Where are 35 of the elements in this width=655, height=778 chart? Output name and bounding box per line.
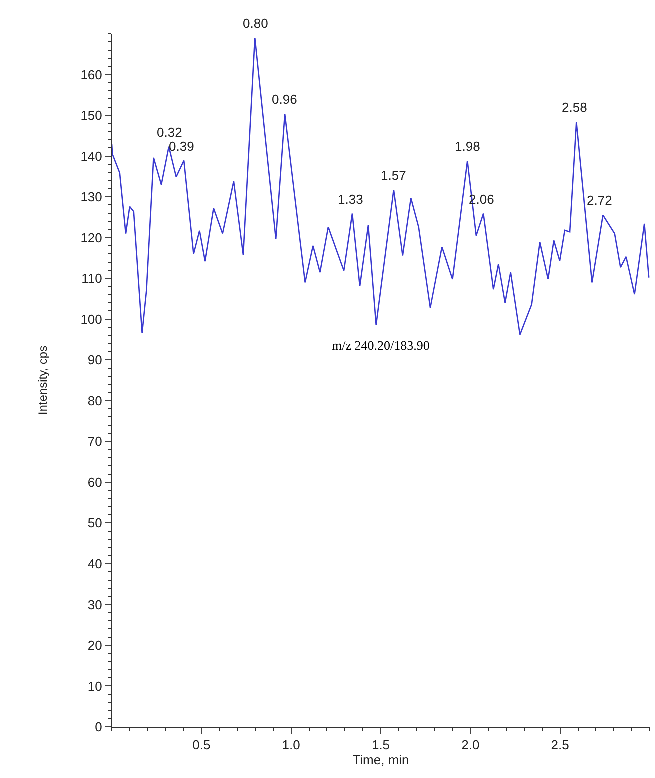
x-tick-label: 1.0 bbox=[282, 738, 300, 753]
y-tick-label: 50 bbox=[88, 516, 102, 531]
y-axis-title: Intensity, cps bbox=[36, 346, 50, 416]
y-tick-label: 30 bbox=[88, 597, 102, 612]
y-tick-label: 120 bbox=[80, 230, 102, 246]
line-series bbox=[112, 37, 650, 336]
annotation: m/z 240.20/183.90 bbox=[332, 338, 430, 353]
annotation: 0.39 bbox=[169, 139, 194, 154]
y-tick-label: 40 bbox=[88, 556, 102, 572]
y-tick-label: 100 bbox=[80, 312, 102, 327]
annotation: 1.33 bbox=[338, 192, 364, 207]
y-tick-label: 0 bbox=[95, 720, 102, 735]
y-tick-label: 110 bbox=[82, 271, 102, 286]
annotation: 0.80 bbox=[243, 16, 268, 31]
y-tick-label: 70 bbox=[88, 434, 102, 450]
annotation: 2.58 bbox=[562, 100, 588, 115]
y-tick-label: 130 bbox=[80, 190, 102, 205]
y-tick-label: 80 bbox=[88, 393, 102, 408]
annotation: 1.57 bbox=[381, 168, 406, 183]
y-tick-label: 10 bbox=[88, 678, 102, 694]
annotation: 1.98 bbox=[455, 139, 480, 154]
x-tick-label: 1.5 bbox=[372, 738, 390, 753]
y-tick-label: 140 bbox=[80, 148, 102, 164]
y-tick-label: 160 bbox=[80, 67, 102, 82]
y-tick-label: 60 bbox=[88, 474, 102, 490]
y-tick-label: 90 bbox=[88, 352, 102, 368]
y-tick-label: 150 bbox=[80, 108, 102, 124]
annotation: 0.32 bbox=[157, 125, 182, 140]
x-tick-label: 0.5 bbox=[192, 738, 211, 753]
annotation: 2.72 bbox=[587, 193, 612, 208]
annotation: 0.96 bbox=[272, 92, 298, 107]
x-tick-label: 2.5 bbox=[551, 738, 570, 753]
y-tick-label: 20 bbox=[88, 638, 102, 654]
x-axis-title: Time, min bbox=[352, 752, 410, 768]
x-tick-label: 2.0 bbox=[462, 738, 480, 753]
